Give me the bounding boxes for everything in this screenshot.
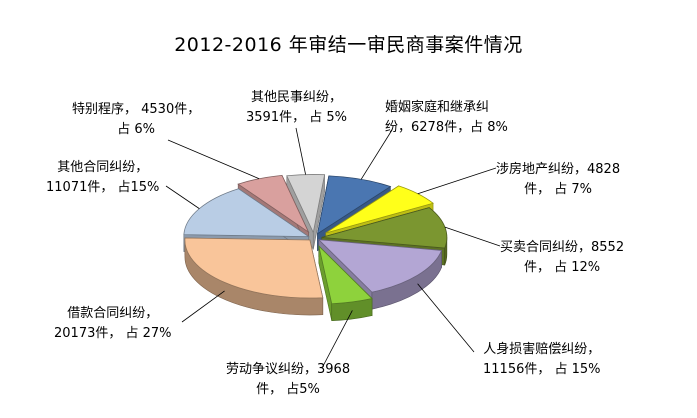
slice-label-labor-dispute: 劳动争议纠纷，3968 件， 占5% [226,360,350,400]
slice-label-sales-contract: 买卖合同纠纷，8552 件， 占 12% [500,238,624,278]
slice-label-loan-contract: 借款合同纠纷， 20173件， 占 27% [54,304,172,344]
slice-label-marriage: 婚姻家庭和继承纠 纷，6278件，占 8% [385,98,508,138]
slice-label-line: 纷，6278件，占 8% [385,120,508,135]
slice-label-line: 涉房地产纠纷，4828 [496,162,621,177]
leader-line-real-estate [417,167,497,195]
leader-lines [165,127,501,369]
slice-label-real-estate: 涉房地产纠纷，4828 件， 占 7% [496,160,620,200]
leader-line-personal-injury [417,283,475,353]
slice-label-line: 件， 占 7% [524,182,592,197]
slice-label-line: 其他合同纠纷， [57,160,149,175]
pie-slice-other-civil [286,174,326,234]
pie-slice-labor-dispute [318,244,373,305]
slice-label-line: 买卖合同纠纷，8552 [500,240,625,255]
pie-slice-other-contract [183,188,311,238]
slice-label-other-civil: 其他民事纠纷， 3591件， 占 5% [246,88,347,128]
slice-label-line: 件， 占5% [256,382,320,397]
slice-label-line: 借款合同纠纷， [67,306,159,321]
slice-label-line: 其他民事纠纷， [250,90,342,105]
slice-label-line: 3591件， 占 5% [246,110,347,125]
pie-slice-sales-contract [321,207,448,249]
leader-line-labor-dispute [321,310,353,369]
slice-label-line: 劳动争议纠纷，3968 [226,362,351,377]
leader-line-sales-contract [444,226,501,247]
slice-label-line: 特别程序， 4530件， [72,102,201,117]
slice-label-line: 11071件， 占15% [46,180,160,195]
chart-title: 2012-2016 年审结一审民商事案件情况 [174,34,523,56]
pie-slice-personal-injury [317,239,443,293]
slice-label-line: 件， 占 12% [523,260,601,275]
leader-line-other-civil [295,127,306,175]
slice-label-special-procedure: 特别程序， 4530件， 占 6% [72,100,200,140]
slice-tops [183,174,448,305]
pie-slice-loan-contract [184,237,324,299]
slice-label-line: 20173件， 占 27% [54,326,172,341]
leader-line-other-contract [165,185,200,209]
pie-slice-real-estate [325,185,434,234]
slice-label-personal-injury: 人身损害赔偿纠纷， 11156件， 占 15% [483,340,601,380]
slice-label-line: 婚姻家庭和继承纠 [385,100,490,115]
slice-label-line: 占 6% [117,122,155,137]
slice-label-line: 人身损害赔偿纠纷， [483,342,601,357]
slice-label-other-contract: 其他合同纠纷， 11071件， 占15% [46,158,159,198]
leader-line-loan-contract [181,290,225,323]
leader-line-special-procedure [167,139,260,180]
slice-label-line: 11156件， 占 15% [483,362,601,377]
leader-line-marriage [360,129,393,180]
